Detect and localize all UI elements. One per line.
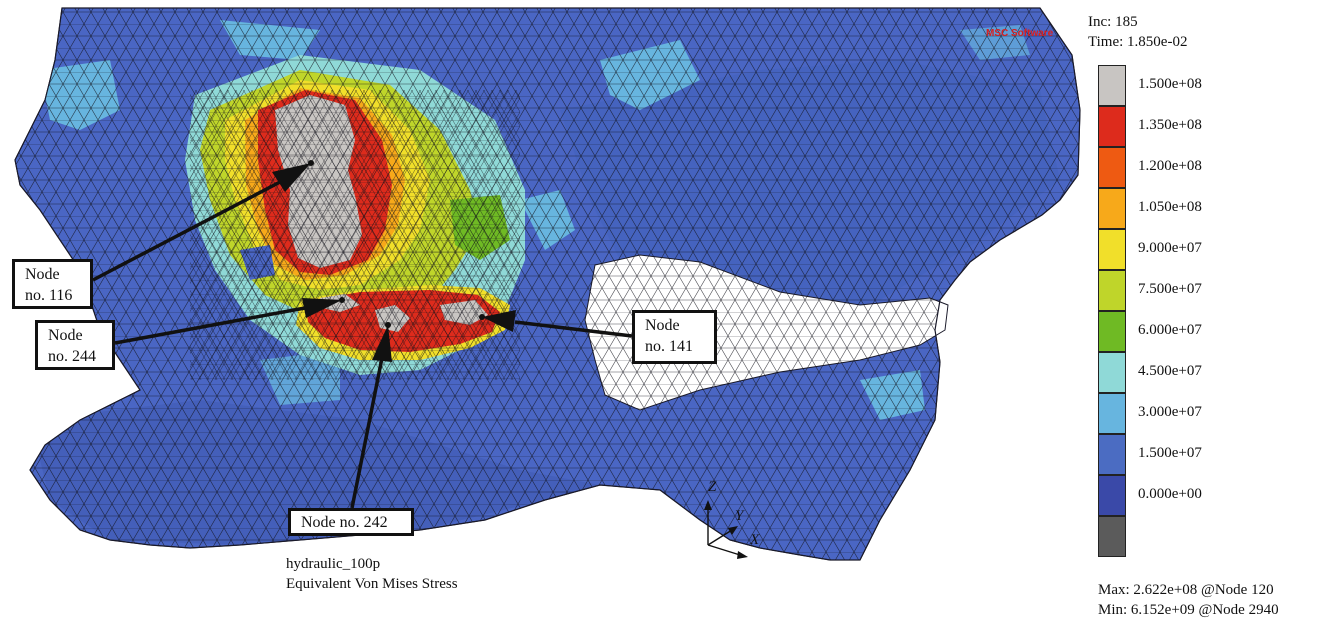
legend-swatch — [1098, 106, 1126, 147]
callout-node-244-line1: Node — [48, 327, 83, 344]
caption-model-name: hydraulic_100p — [286, 556, 381, 572]
legend-swatch — [1098, 229, 1126, 270]
callout-node-244-line2: no. 244 — [48, 348, 96, 365]
legend-label: 1.500e+08 — [1138, 76, 1202, 92]
legend-swatch — [1098, 270, 1126, 311]
msc-software-logo: MSC Software — [986, 28, 1054, 39]
legend-swatch — [1098, 147, 1126, 188]
legend-swatch — [1098, 352, 1126, 393]
callout-node-141-line2: no. 141 — [645, 338, 693, 355]
legend-label: 1.050e+08 — [1138, 199, 1202, 215]
legend-label: 0.000e+00 — [1138, 486, 1202, 502]
legend-swatch — [1098, 516, 1126, 557]
legend-swatch — [1098, 393, 1126, 434]
max-value-label: Max: 2.622e+08 @Node 120 — [1098, 582, 1274, 598]
min-value-label: Min: 6.152e+09 @Node 2940 — [1098, 602, 1279, 618]
legend-swatch — [1098, 65, 1126, 106]
legend-label: 1.350e+08 — [1138, 117, 1202, 133]
time-label: Time: 1.850e-02 — [1088, 34, 1188, 50]
legend-label: 7.500e+07 — [1138, 281, 1202, 297]
legend-label: 9.000e+07 — [1138, 240, 1202, 256]
axis-triad — [704, 500, 748, 559]
callout-node-242: Node no. 242 — [288, 508, 414, 536]
legend-swatch — [1098, 475, 1126, 516]
callout-node-141-line1: Node — [645, 317, 680, 334]
callout-node-116-line1: Node — [25, 266, 60, 283]
axis-label-x: X — [750, 532, 760, 548]
axis-label-y: Y — [735, 508, 744, 524]
legend-swatch — [1098, 434, 1126, 475]
legend-swatch — [1098, 188, 1126, 229]
legend-swatch — [1098, 311, 1126, 352]
callout-node-141: Node no. 141 — [632, 310, 717, 364]
legend-label: 4.500e+07 — [1138, 363, 1202, 379]
callout-node-116-line2: no. 116 — [25, 287, 73, 304]
axis-label-z: Z — [708, 479, 717, 495]
legend-label: 3.000e+07 — [1138, 404, 1202, 420]
legend-label: 1.200e+08 — [1138, 158, 1202, 174]
caption-result-type: Equivalent Von Mises Stress — [286, 576, 458, 592]
increment-label: Inc: 185 — [1088, 14, 1138, 30]
legend-label: 1.500e+07 — [1138, 445, 1202, 461]
callout-node-244: Node no. 244 — [35, 320, 115, 370]
callout-node-116: Node no. 116 — [12, 259, 93, 309]
callout-arrows — [92, 163, 633, 509]
legend-label: 6.000e+07 — [1138, 322, 1202, 338]
